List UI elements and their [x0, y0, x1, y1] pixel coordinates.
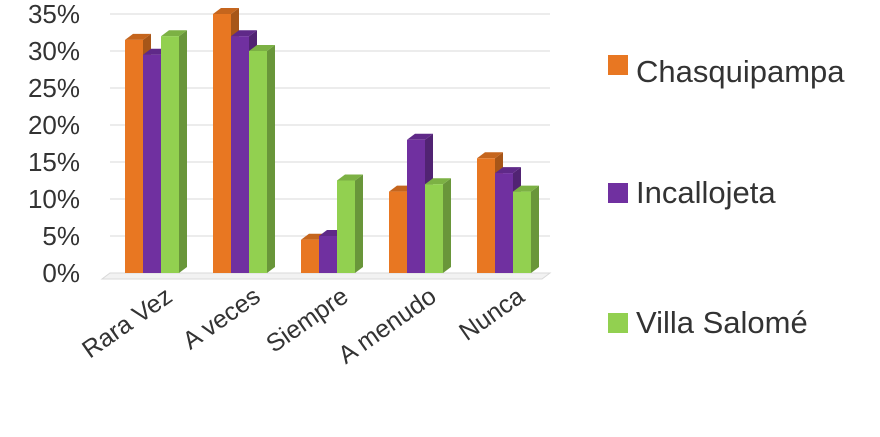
legend-item-incallojeta: Incallojeta — [608, 172, 866, 214]
y-tick-label: 30% — [28, 36, 80, 66]
bar-villa-salome-a-veces — [249, 45, 275, 273]
y-tick-label: 10% — [28, 184, 80, 214]
legend-label-chasquipampa: Chasquipampa — [636, 54, 845, 89]
y-tick-label: 5% — [42, 221, 80, 251]
x-tick-label-a-veces: A veces — [178, 282, 266, 355]
y-tick-label: 35% — [28, 0, 80, 29]
legend-item-villa-salome: Villa Salomé — [608, 302, 866, 344]
x-tick-label-nunca: Nunca — [454, 282, 529, 346]
y-tick-label: 20% — [28, 110, 80, 140]
legend-label-villa-salome: Villa Salomé — [636, 305, 808, 340]
legend-item-chasquipampa: Chasquipampa — [608, 44, 866, 100]
y-tick-label: 0% — [42, 258, 80, 288]
legend-swatch-chasquipampa — [608, 55, 628, 75]
legend-label-incallojeta: Incallojeta — [636, 175, 776, 210]
bar-villa-salome-rara-vez — [161, 30, 187, 274]
bars — [125, 8, 539, 274]
y-tick-label: 25% — [28, 73, 80, 103]
bar-chart: 0% 5% 10% 15% 20% 25% 30% 35% Rara Vez A vecesSi… — [28, 0, 552, 370]
x-tick-label-rara-vez: Rara Vez — [77, 282, 177, 364]
legend-swatch-incallojeta — [608, 183, 628, 203]
chart-floor — [100, 272, 552, 280]
bar-villa-salome-siempre — [337, 174, 363, 273]
x-tick-label-a-menudo: A menudo — [333, 282, 441, 370]
y-axis: 0% 5% 10% 15% 20% 25% 30% 35% — [28, 0, 80, 288]
bar-villa-salome-a-menudo — [425, 178, 451, 273]
legend-swatch-villa-salome — [608, 313, 628, 333]
y-tick-label: 15% — [28, 147, 80, 177]
bar-villa-salome-nunca — [513, 185, 539, 273]
